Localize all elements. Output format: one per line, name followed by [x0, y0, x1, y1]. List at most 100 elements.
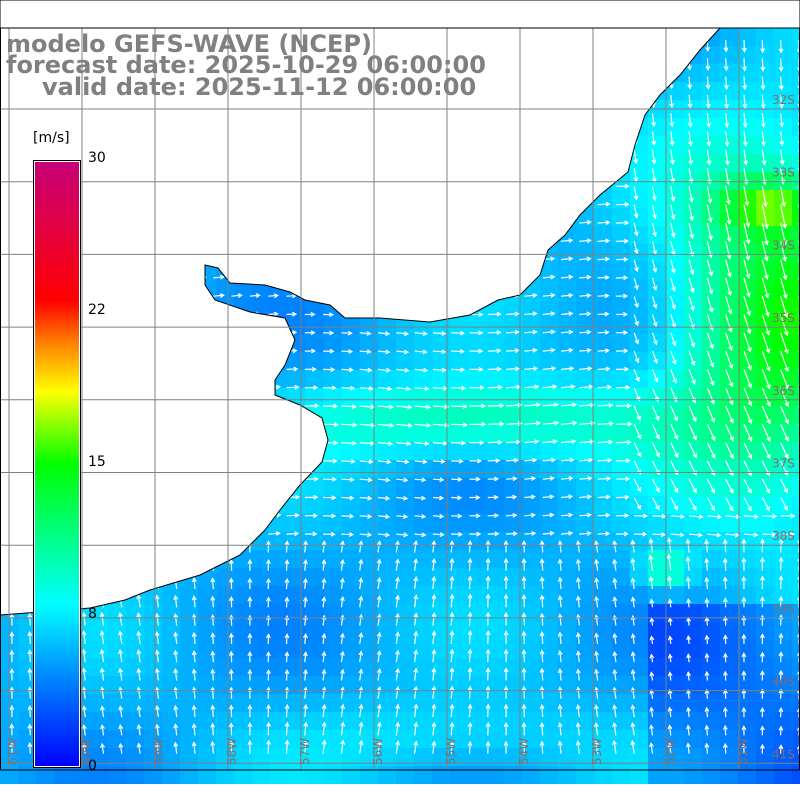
wind-arrow [725, 369, 733, 387]
wave-cell [738, 694, 756, 712]
wave-cell [216, 622, 234, 640]
wind-arrow [687, 636, 690, 644]
wave-cell [360, 586, 378, 604]
wave-cell [396, 748, 414, 766]
wind-arrow [670, 222, 675, 238]
arrow-head [413, 649, 419, 655]
wave-cell [792, 676, 800, 694]
wave-cell [414, 370, 432, 388]
wave-cell [216, 730, 234, 748]
wave-cell [162, 748, 180, 766]
wave-cell [576, 442, 594, 460]
arrow-head [99, 611, 105, 618]
arrow-head [722, 615, 728, 621]
arrow-head [653, 358, 658, 364]
wind-arrow [524, 385, 539, 389]
arrow-head [743, 160, 749, 166]
wave-cell [342, 622, 360, 640]
arrow-head [557, 576, 563, 582]
arrow-head [686, 653, 692, 659]
wind-arrow [780, 94, 783, 108]
arrow-head [191, 650, 197, 656]
arrow-head [173, 594, 179, 600]
wave-cell [738, 406, 756, 424]
wave-cell [594, 676, 612, 694]
wave-cell [792, 262, 800, 280]
arrow-head [586, 219, 592, 225]
wave-cell [792, 280, 800, 298]
wave-cell [378, 316, 396, 334]
wave-cell [234, 676, 252, 694]
wind-arrow [395, 577, 399, 590]
arrow-head [284, 559, 290, 565]
arrow-head [766, 401, 771, 408]
arrow-head [727, 272, 732, 278]
wind-arrow [286, 514, 299, 517]
wave-cell [648, 118, 666, 136]
arrow-head [704, 652, 710, 659]
wind-arrow [359, 615, 362, 626]
arrow-head [575, 595, 581, 601]
arrow-head [672, 378, 677, 384]
arrow-head [462, 422, 468, 428]
wind-arrow [632, 634, 635, 644]
wave-cell [450, 694, 468, 712]
wave-cell [90, 622, 108, 640]
arrow-head [388, 404, 394, 410]
wave-cell [738, 28, 756, 46]
arrow-head [431, 648, 437, 655]
arrow-head [321, 650, 327, 657]
wind-arrow [651, 387, 659, 402]
arrow-head [210, 632, 216, 638]
wave-cell [648, 658, 666, 676]
arrow-head [413, 558, 419, 564]
arrow-head [586, 256, 592, 262]
wave-cell [414, 496, 432, 514]
wind-arrow [706, 424, 716, 441]
wave-cell [756, 352, 774, 370]
wave-cell [576, 550, 594, 568]
wave-cell [18, 712, 36, 730]
wave-cell [774, 730, 792, 748]
wind-arrow [597, 203, 610, 206]
wave-cell [612, 658, 630, 676]
arrow-head [385, 349, 391, 355]
wave-cell [306, 766, 324, 784]
wave-cell [576, 694, 594, 712]
wave-cell [378, 370, 396, 388]
arrow-head [550, 329, 556, 335]
wind-arrow [359, 368, 372, 371]
arrow-head [624, 366, 630, 372]
wave-cell [486, 406, 504, 424]
wave-cell [450, 424, 468, 442]
wave-cell [612, 622, 630, 640]
wind-arrow [577, 596, 580, 608]
wave-cell [432, 388, 450, 406]
arrow-head [783, 294, 788, 300]
wave-cell [126, 604, 144, 622]
wave-cell [774, 388, 792, 406]
arrow-head [671, 341, 677, 347]
wave-cell [738, 586, 756, 604]
wave-cell [162, 766, 180, 784]
wave-cell [342, 460, 360, 478]
arrow-head [783, 505, 788, 512]
wave-cell [342, 766, 360, 784]
arrow-head [710, 417, 716, 424]
wave-cell [324, 604, 342, 622]
arrow-head [431, 575, 437, 582]
wave-cell [162, 658, 180, 676]
wave-cell [378, 496, 396, 514]
wave-cell [378, 460, 396, 478]
wind-arrow [652, 533, 665, 536]
wave-cell [540, 550, 558, 568]
wind-arrow [780, 277, 787, 299]
arrow-head [420, 495, 427, 501]
wave-cell [774, 262, 792, 280]
wind-arrow [559, 559, 562, 571]
wave-cell [468, 694, 486, 712]
arrow-head [745, 239, 751, 245]
arrow-head [648, 554, 654, 560]
wave-cell [378, 388, 396, 406]
wave-cell [342, 388, 360, 406]
